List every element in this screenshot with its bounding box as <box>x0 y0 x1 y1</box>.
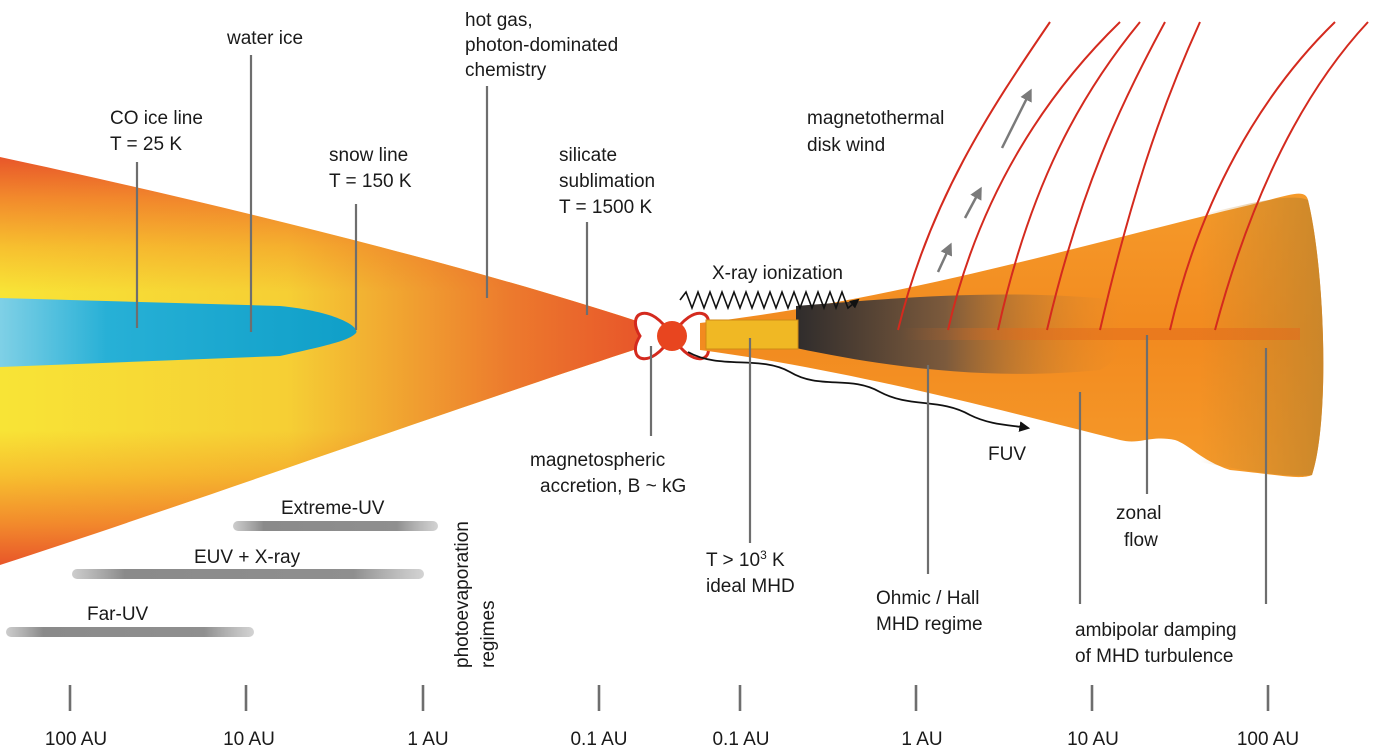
axis-tick-label: 10 AU <box>1067 729 1119 750</box>
label-xray: X-ray ionization <box>712 263 843 284</box>
euv-xray-bar <box>72 569 424 579</box>
axis-tick-label: 0.1 AU <box>712 729 769 750</box>
ideal-mhd-region <box>705 319 799 350</box>
distance-axis: 100 AU 10 AU 1 AU 0.1 AU 0.1 AU 1 AU 10 … <box>45 685 1299 750</box>
label-magnetospheric: magnetospheric accretion, B ~ kG <box>530 450 686 497</box>
wind-arrows <box>936 88 1032 273</box>
axis-tick-label: 0.1 AU <box>570 729 627 750</box>
field-line <box>1046 21 1166 331</box>
wind-arrow <box>963 186 982 219</box>
axis-tick-label: 1 AU <box>901 729 942 750</box>
field-line <box>897 21 1051 331</box>
leader-lines <box>135 55 1268 604</box>
field-line <box>1099 21 1201 331</box>
extreme-uv-label: Extreme-UV <box>281 498 385 519</box>
central-star <box>657 321 687 351</box>
fuv-wave-arrow <box>687 351 1031 432</box>
photoevaporation-regimes: Extreme-UV EUV + X-ray Far-UV photoevapo… <box>6 498 499 668</box>
field-line <box>1169 21 1336 331</box>
label-snow-line: snow line T = 150 K <box>329 145 414 192</box>
label-silicate: silicate sublimation T = 1500 K <box>559 145 660 218</box>
ice-region <box>0 298 357 367</box>
label-ideal-mhd: T > 103 K ideal MHD <box>706 548 795 597</box>
wind-arrow <box>1000 88 1032 149</box>
label-ambipolar: ambipolar damping of MHD turbulence <box>1075 620 1242 667</box>
wind-arrow <box>936 242 953 273</box>
far-uv-bar <box>6 627 254 637</box>
midplane-band <box>900 328 1300 340</box>
far-uv-label: Far-UV <box>87 604 149 625</box>
photoevaporation-title: photoevaporation regimes <box>452 516 499 668</box>
label-disk-wind: magnetothermal disk wind <box>807 108 950 156</box>
label-zonal-flow: zonal flow <box>1116 503 1167 551</box>
label-fuv: FUV <box>988 444 1026 465</box>
axis-tick-label: 10 AU <box>223 729 275 750</box>
inner-disk-right <box>700 193 1324 478</box>
outer-disk-inner-heating <box>0 157 640 565</box>
axis-tick-label: 100 AU <box>1237 729 1299 750</box>
field-line <box>997 21 1141 331</box>
axis-tick-label: 100 AU <box>45 729 107 750</box>
field-lines <box>897 21 1369 331</box>
xray-wave-arrow <box>679 289 860 311</box>
star-system <box>633 312 711 360</box>
label-ohmic: Ohmic / Hall MHD regime <box>876 588 985 635</box>
axis-tick-label: 1 AU <box>407 729 448 750</box>
label-water-ice: water ice <box>226 28 303 49</box>
extreme-uv-bar <box>233 521 438 531</box>
field-line <box>947 21 1121 331</box>
field-line <box>1214 21 1369 331</box>
label-co-ice-line: CO ice line T = 25 K <box>110 108 208 155</box>
outer-disk-left <box>0 157 640 565</box>
label-hot-gas: hot gas, photon-dominated chemistry <box>465 10 623 81</box>
euv-xray-label: EUV + X-ray <box>194 547 301 568</box>
